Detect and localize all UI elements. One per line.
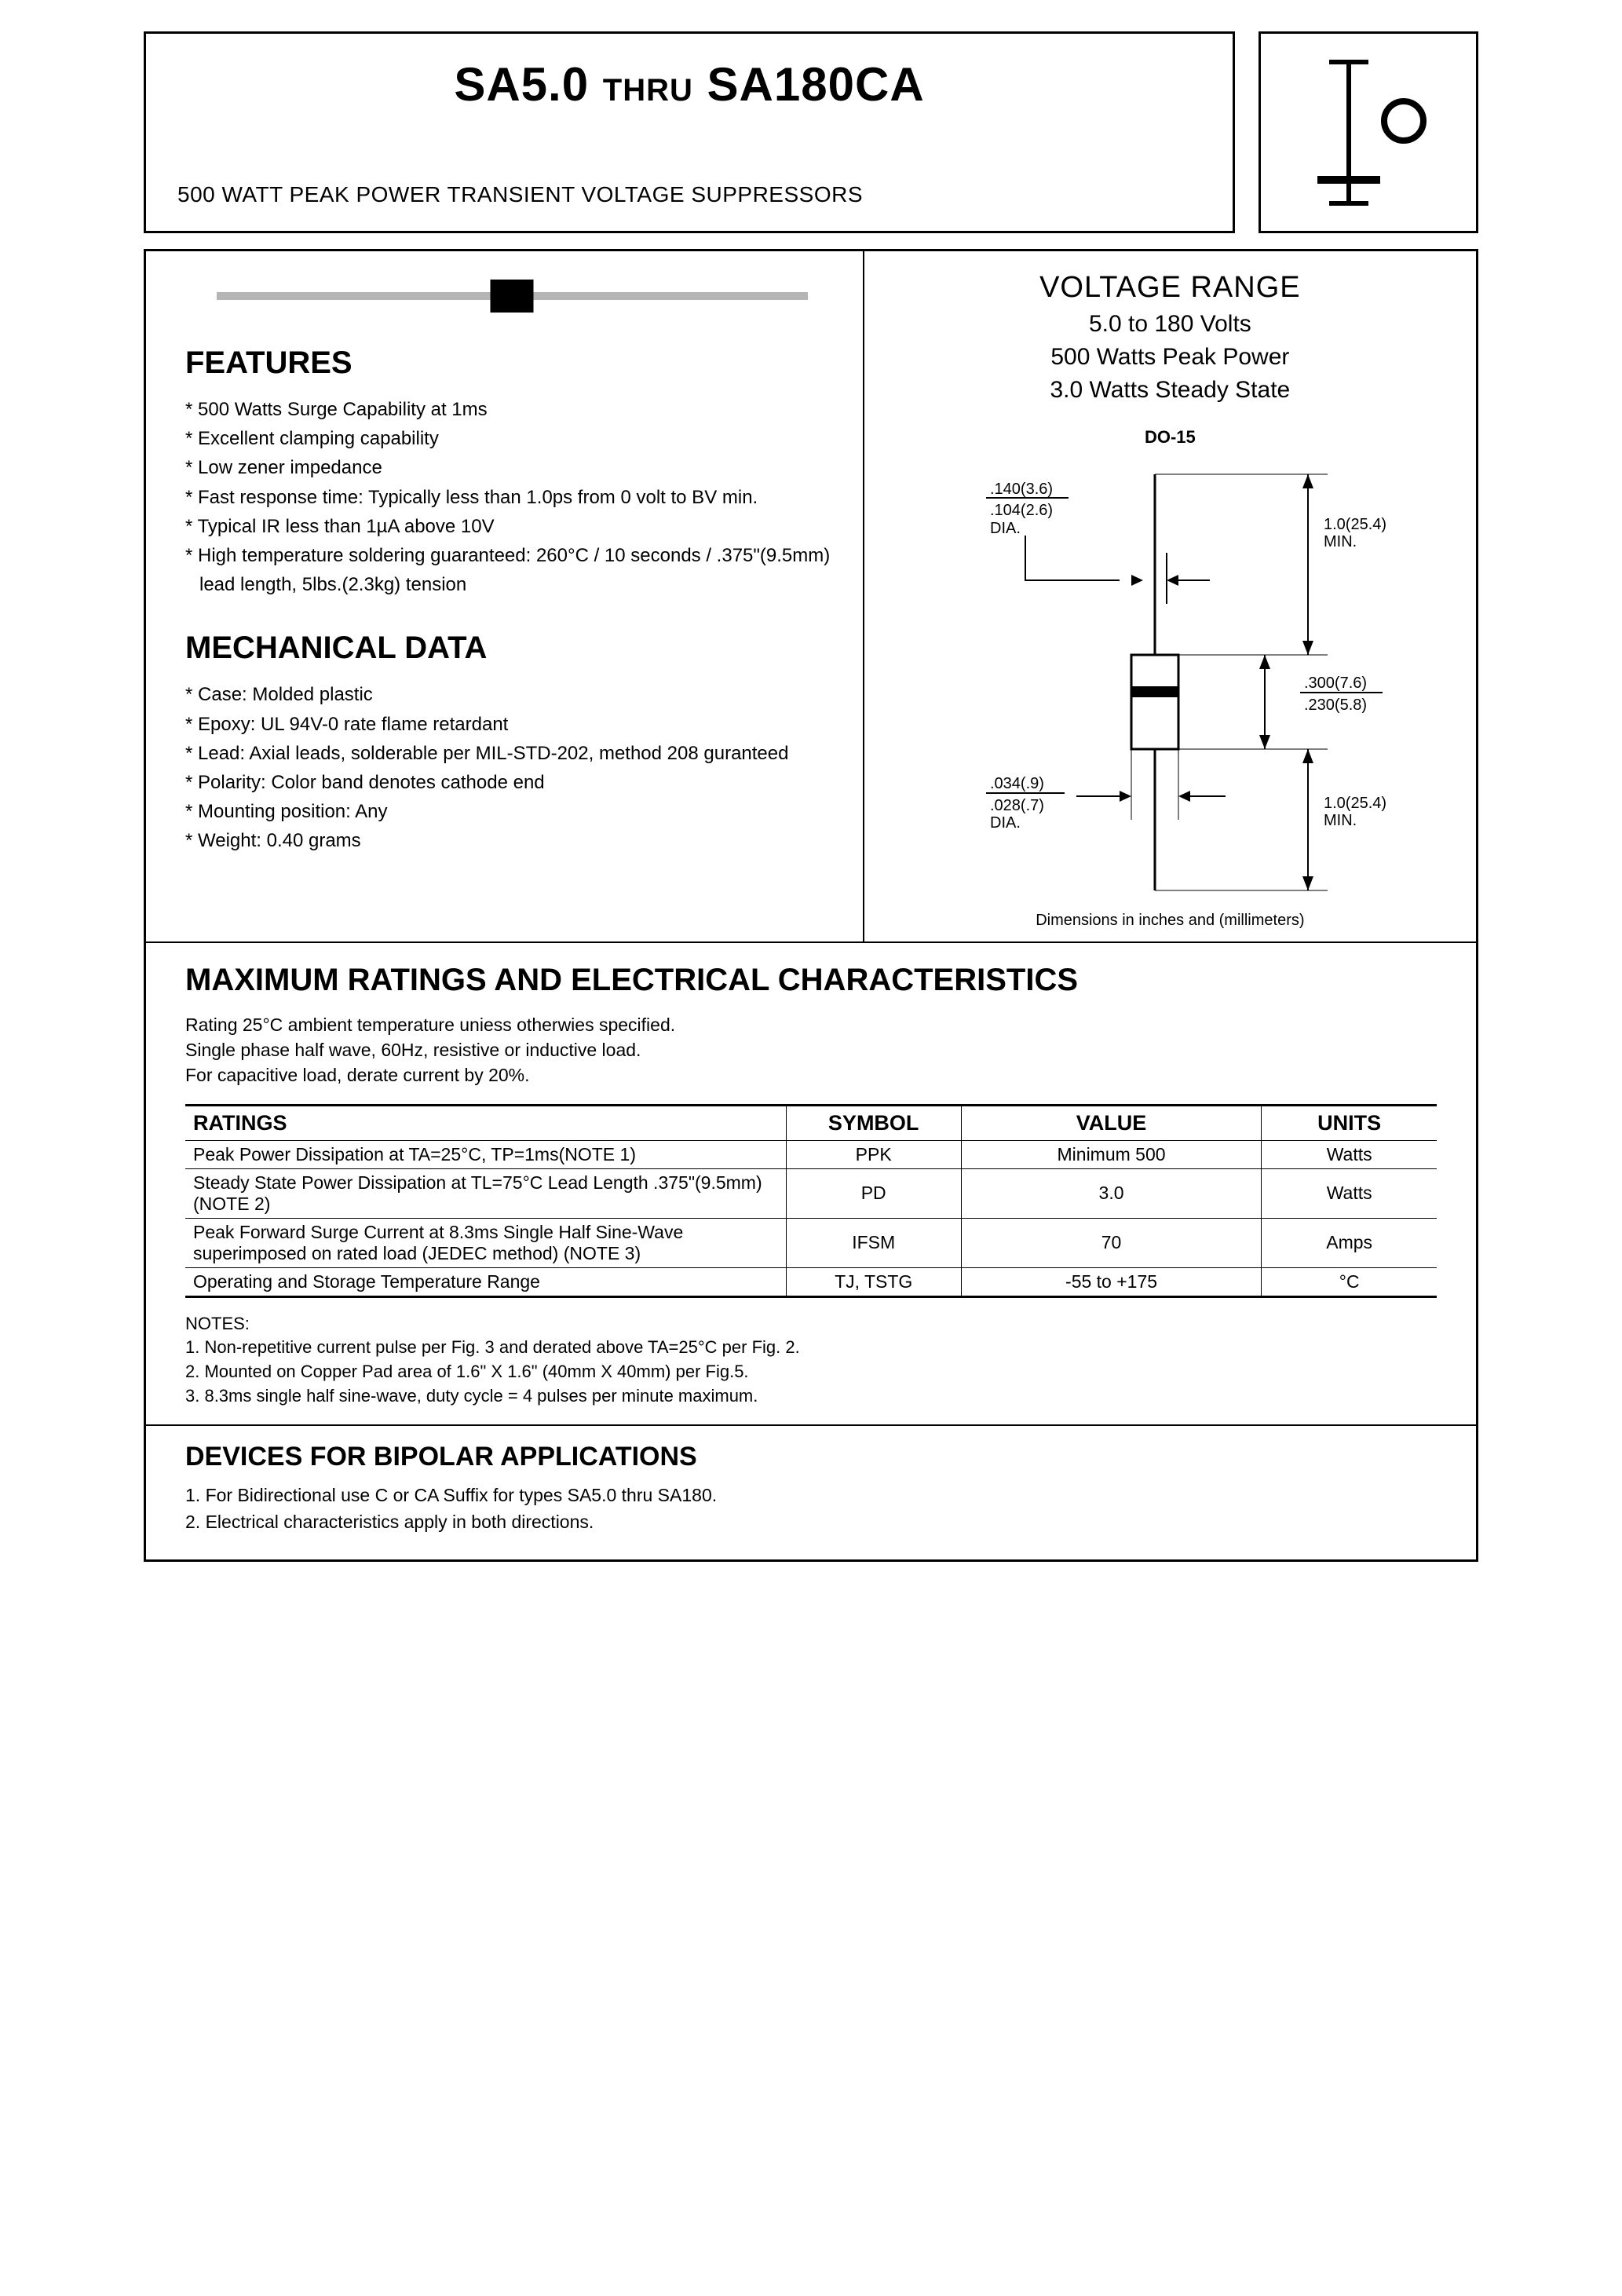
- dim-body-dia-bot: .028(.7): [990, 797, 1044, 814]
- th-rating: RATINGS: [185, 1105, 786, 1140]
- th-value: VALUE: [961, 1105, 1262, 1140]
- header-row: SA5.0 THRU SA180CA 500 WATT PEAK POWER T…: [144, 31, 1478, 233]
- td-units: °C: [1262, 1267, 1437, 1296]
- voltage-heading: VOLTAGE RANGE: [888, 271, 1452, 305]
- note-item: 3. 8.3ms single half sine-wave, duty cyc…: [185, 1384, 1437, 1409]
- dim-lead-len2: 1.0(25.4): [1324, 795, 1386, 812]
- features-heading: FEATURES: [185, 345, 839, 381]
- top-section: FEATURES 500 Watts Surge Capability at 1…: [146, 251, 1476, 943]
- package-svg: .140(3.6) .104(2.6) DIA.: [888, 451, 1438, 922]
- component-graphic: [185, 275, 839, 314]
- table-header-row: RATINGS SYMBOL VALUE UNITS: [185, 1105, 1437, 1140]
- part-from: SA5.0: [454, 58, 589, 111]
- mech-item: Mounting position: Any: [185, 797, 839, 826]
- feature-item: 500 Watts Surge Capability at 1ms: [185, 395, 839, 424]
- dimension-caption: Dimensions in inches and (millimeters): [888, 912, 1452, 930]
- td-rating: Steady State Power Dissipation at TL=75°…: [185, 1168, 786, 1218]
- td-units: Amps: [1262, 1218, 1437, 1267]
- table-row: Operating and Storage Temperature Range …: [185, 1267, 1437, 1296]
- notes-label: NOTES:: [185, 1312, 1437, 1336]
- th-units: UNITS: [1262, 1105, 1437, 1140]
- bipolar-item: 1. For Bidirectional use C or CA Suffix …: [185, 1482, 1437, 1509]
- ratings-intro-line: Rating 25°C ambient temperature uniess o…: [185, 1012, 1437, 1037]
- note-item: 1. Non-repetitive current pulse per Fig.…: [185, 1336, 1437, 1360]
- dim-lead-len-label: MIN.: [1324, 533, 1357, 550]
- mech-item: Polarity: Color band denotes cathode end: [185, 768, 839, 797]
- bipolar-section: DEVICES FOR BIPOLAR APPLICATIONS 1. For …: [146, 1426, 1476, 1559]
- td-value: -55 to +175: [961, 1267, 1262, 1296]
- td-symbol: PPK: [786, 1140, 961, 1168]
- voltage-steady: 3.0 Watts Steady State: [888, 377, 1452, 404]
- right-column: VOLTAGE RANGE 5.0 to 180 Volts 500 Watts…: [864, 251, 1476, 941]
- td-symbol: TJ, TSTG: [786, 1267, 961, 1296]
- dim-body-len-top: .300(7.6): [1304, 675, 1367, 692]
- bipolar-item: 2. Electrical characteristics apply in b…: [185, 1508, 1437, 1536]
- logo-icon: [1306, 46, 1431, 219]
- table-row: Steady State Power Dissipation at TL=75°…: [185, 1168, 1437, 1218]
- ratings-intro-line: For capacitive load, derate current by 2…: [185, 1062, 1437, 1088]
- logo-box: [1259, 31, 1478, 233]
- feature-item: Fast response time: Typically less than …: [185, 483, 839, 512]
- package-name: DO-15: [1145, 427, 1196, 448]
- dim-lead-dia-bot: .104(2.6): [990, 502, 1053, 519]
- bipolar-list: 1. For Bidirectional use C or CA Suffix …: [185, 1482, 1437, 1536]
- feature-item: High temperature soldering guaranteed: 2…: [185, 541, 839, 599]
- dim-lead-dia-top: .140(3.6): [990, 481, 1053, 498]
- mechanical-heading: MECHANICAL DATA: [185, 631, 839, 666]
- content-box: FEATURES 500 Watts Surge Capability at 1…: [144, 249, 1478, 1562]
- left-column: FEATURES 500 Watts Surge Capability at 1…: [146, 251, 864, 941]
- dim-body-len-bot: .230(5.8): [1304, 696, 1367, 714]
- td-units: Watts: [1262, 1140, 1437, 1168]
- td-value: Minimum 500: [961, 1140, 1262, 1168]
- bipolar-heading: DEVICES FOR BIPOLAR APPLICATIONS: [185, 1442, 1437, 1472]
- table-row: Peak Power Dissipation at TA=25°C, TP=1m…: [185, 1140, 1437, 1168]
- dim-body-dia-top: .034(.9): [990, 775, 1044, 792]
- ratings-intro: Rating 25°C ambient temperature uniess o…: [185, 1012, 1437, 1088]
- mech-item: Lead: Axial leads, solderable per MIL-ST…: [185, 739, 839, 768]
- main-title: SA5.0 THRU SA180CA: [177, 57, 1201, 112]
- package-diagram: DO-15 .140(3.6) .104(2.6) DIA.: [888, 427, 1452, 930]
- thru-text: THRU: [603, 73, 693, 108]
- td-symbol: PD: [786, 1168, 961, 1218]
- ratings-heading: MAXIMUM RATINGS AND ELECTRICAL CHARACTER…: [185, 963, 1437, 998]
- feature-item: Typical IR less than 1µA above 10V: [185, 512, 839, 541]
- part-to: SA180CA: [707, 58, 925, 111]
- ratings-section: MAXIMUM RATINGS AND ELECTRICAL CHARACTER…: [146, 943, 1476, 1426]
- dim-lead-dia-label: DIA.: [990, 520, 1021, 537]
- table-row: Peak Forward Surge Current at 8.3ms Sing…: [185, 1218, 1437, 1267]
- td-units: Watts: [1262, 1168, 1437, 1218]
- note-item: 2. Mounted on Copper Pad area of 1.6" X …: [185, 1360, 1437, 1384]
- dim-lead-len2-label: MIN.: [1324, 812, 1357, 829]
- feature-item: Excellent clamping capability: [185, 424, 839, 453]
- td-value: 70: [961, 1218, 1262, 1267]
- voltage-peak: 500 Watts Peak Power: [888, 344, 1452, 371]
- voltage-range: 5.0 to 180 Volts: [888, 311, 1452, 338]
- notes-block: NOTES: 1. Non-repetitive current pulse p…: [185, 1312, 1437, 1409]
- ratings-table: RATINGS SYMBOL VALUE UNITS Peak Power Di…: [185, 1104, 1437, 1298]
- td-rating: Peak Forward Surge Current at 8.3ms Sing…: [185, 1218, 786, 1267]
- feature-item: Low zener impedance: [185, 453, 839, 482]
- td-symbol: IFSM: [786, 1218, 961, 1267]
- td-rating: Operating and Storage Temperature Range: [185, 1267, 786, 1296]
- td-rating: Peak Power Dissipation at TA=25°C, TP=1m…: [185, 1140, 786, 1168]
- subtitle: 500 WATT PEAK POWER TRANSIENT VOLTAGE SU…: [177, 182, 1201, 207]
- title-box: SA5.0 THRU SA180CA 500 WATT PEAK POWER T…: [144, 31, 1235, 233]
- mech-item: Case: Molded plastic: [185, 680, 839, 709]
- ratings-intro-line: Single phase half wave, 60Hz, resistive …: [185, 1037, 1437, 1062]
- td-value: 3.0: [961, 1168, 1262, 1218]
- mech-item: Epoxy: UL 94V-0 rate flame retardant: [185, 710, 839, 739]
- dim-body-dia-label: DIA.: [990, 814, 1021, 832]
- dim-lead-len: 1.0(25.4): [1324, 516, 1386, 533]
- mech-item: Weight: 0.40 grams: [185, 826, 839, 855]
- mechanical-list: Case: Molded plastic Epoxy: UL 94V-0 rat…: [185, 680, 839, 855]
- features-list: 500 Watts Surge Capability at 1ms Excell…: [185, 395, 839, 599]
- th-symbol: SYMBOL: [786, 1105, 961, 1140]
